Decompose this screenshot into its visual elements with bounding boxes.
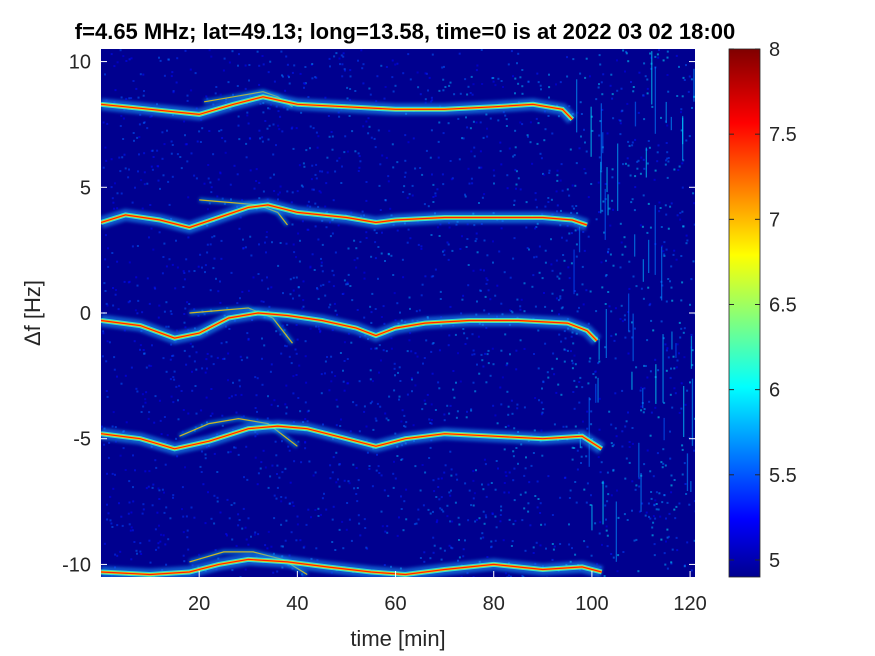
x-axis: 20 40 60 80 100 120 — [188, 571, 707, 615]
y-axis-label: Δf [Hz] — [20, 280, 45, 346]
y-tick-label: 5 — [80, 177, 91, 199]
colorbar-tick-label: 5 — [769, 550, 780, 572]
colorbar-tick-label: 6.5 — [769, 294, 797, 316]
trace-peak — [101, 312, 598, 342]
x-tick-label: 120 — [673, 593, 706, 615]
x-tick-label: 100 — [575, 593, 608, 615]
colorbar-tick-label: 8 — [769, 39, 780, 61]
y-tick-label: -10 — [62, 554, 91, 576]
x-tick-label: 80 — [483, 593, 505, 615]
trace-peak — [101, 96, 573, 120]
x-tick-label: 20 — [188, 593, 210, 615]
colorbar-tick-label: 5.5 — [769, 465, 797, 487]
colorbar-ticks: 8 7.5 7 6.5 6 5.5 5 — [729, 39, 797, 572]
x-axis-label: time [min] — [350, 626, 445, 651]
colorbar-tick-label: 7.5 — [769, 124, 797, 146]
trace-peak — [101, 204, 588, 229]
colorbar-gradient — [728, 48, 761, 578]
plot-area — [101, 49, 695, 577]
y-tick-label: -5 — [73, 429, 91, 451]
y-tick-label: 0 — [80, 303, 91, 325]
secondary-trace-core — [189, 307, 293, 344]
trace-peak — [101, 558, 602, 576]
colorbar-tick-label: 6 — [769, 380, 780, 402]
y-tick-label: 10 — [69, 52, 91, 74]
chart-title: f=4.65 MHz; lat=49.13; long=13.58, time=… — [75, 19, 735, 44]
signal-traces — [101, 89, 605, 577]
y-axis: 10 5 0 -5 -10 — [62, 52, 695, 576]
colorbar-tick-label: 7 — [769, 209, 780, 231]
trace-peak — [101, 425, 603, 450]
x-tick-label: 40 — [286, 593, 308, 615]
x-tick-label: 60 — [384, 593, 406, 615]
colorbar: 8 7.5 7 6.5 6 5.5 5 — [728, 39, 797, 578]
